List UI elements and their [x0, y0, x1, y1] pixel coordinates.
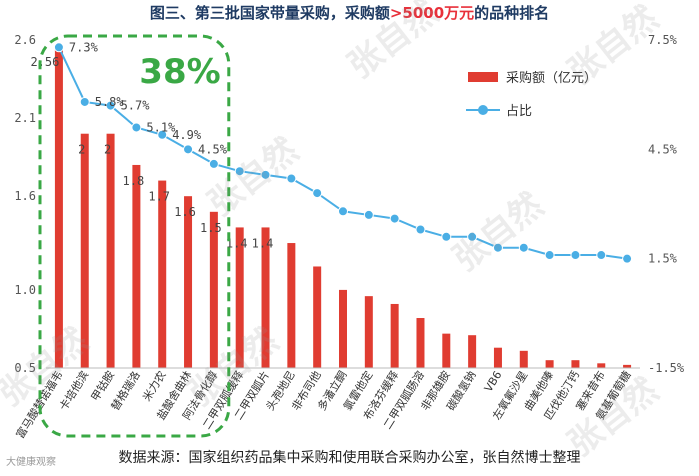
bar [132, 164, 141, 368]
share-point [260, 169, 271, 180]
share-point [105, 100, 116, 111]
bars-layer [54, 46, 632, 368]
title-suffix: 的品种排名 [474, 4, 550, 22]
bar [209, 211, 218, 368]
y-left-tick-label: 0.5 [14, 361, 36, 375]
share-point [312, 188, 323, 199]
share-point [492, 242, 503, 253]
share-point [286, 173, 297, 184]
bar [493, 347, 502, 368]
y-right-tick-label: -1.5% [648, 361, 685, 375]
share-data-label: 5.1% [146, 120, 176, 134]
share-point [441, 231, 452, 242]
bar [339, 289, 347, 368]
bar-data-label: 1.4 [252, 236, 274, 250]
share-data-label: 7.3% [69, 40, 99, 54]
bar [235, 227, 244, 368]
legend-label-bar: 采购额（亿元） [506, 70, 597, 86]
annotation-label: 38% [139, 52, 220, 92]
share-point [544, 250, 555, 261]
share-point [79, 96, 90, 107]
bar [442, 333, 451, 368]
bar [261, 227, 270, 368]
share-point [622, 253, 633, 264]
bar [390, 303, 399, 368]
bar [313, 266, 322, 368]
legend-swatch-bar [468, 72, 498, 82]
chart-title: 图三、第三批国家带量采购，采购额>5000万元的品种排名 [0, 2, 699, 24]
title-prefix: 图三、第三批国家带量采购，采购额 [149, 4, 390, 22]
y-left-tick-label: 2.1 [14, 111, 36, 125]
share-point [596, 250, 607, 261]
bar [571, 360, 580, 368]
title-highlight: >5000万元 [389, 4, 475, 22]
line-layer [53, 42, 633, 264]
y-right-tick-label: 7.5% [648, 33, 678, 47]
y-right-tick-label: 1.5% [648, 252, 678, 266]
bar-data-label: 1.4 [226, 236, 248, 250]
legend-label-line: 占比 [506, 104, 532, 119]
y-left-tick-label: 1.0 [14, 283, 36, 297]
bar [623, 364, 632, 368]
share-data-label: 5.8% [95, 95, 125, 109]
bar [364, 296, 373, 368]
bar [287, 243, 296, 368]
bar [416, 318, 425, 368]
bar [80, 133, 89, 368]
y-left-tick-label: 1.6 [14, 189, 36, 203]
bar-data-label: 1.6 [174, 205, 196, 219]
labels-layer: 7.3% 5.8%5.7% 5.1%4.9%4.5% 2.56 2 2 1.81.7 1.6 1… [30, 40, 273, 250]
bar [184, 196, 193, 368]
bar-data-label: 1.5 [200, 221, 222, 235]
share-point [570, 250, 581, 261]
legend-marker [478, 105, 488, 115]
bar-data-label: 2 [78, 143, 85, 157]
bar-data-label: 1.8 [123, 174, 145, 188]
bar [54, 46, 63, 368]
share-point [208, 158, 219, 169]
share-point [338, 206, 348, 217]
share-data-label: 4.9% [172, 128, 202, 142]
share-point [467, 231, 478, 242]
y-right-tick-label: 4.5% [648, 142, 678, 156]
y-left-tick-label: 2.6 [14, 33, 36, 47]
share-point [415, 224, 426, 235]
bar [106, 133, 115, 368]
share-point [518, 242, 529, 253]
share-data-label: 4.5% [198, 142, 228, 156]
bar [158, 180, 167, 368]
share-point [131, 122, 142, 133]
bar [597, 363, 606, 368]
bar-data-label: 1.7 [148, 190, 170, 204]
share-point [157, 129, 168, 140]
bar-data-label: 2.56 [30, 55, 59, 69]
share-point [234, 166, 245, 177]
bar [519, 350, 528, 368]
category-label: VB6 [482, 369, 505, 395]
share-point [363, 209, 374, 220]
share-point [389, 213, 400, 224]
annotation-box [38, 34, 231, 438]
legend-layer: 采购额（亿元） 占比 [466, 70, 597, 119]
logo-text: 大健康观察 [6, 457, 56, 468]
share-point [53, 42, 64, 53]
bar [468, 335, 477, 368]
annotation-layer: 38% [38, 34, 231, 438]
bar [545, 360, 554, 368]
bar-data-label: 2 [104, 143, 111, 157]
share-point [183, 144, 194, 155]
data-source-footer: 数据来源：国家组织药品集中采购和使用联合采购办公室，张自然博士整理 [118, 450, 581, 466]
share-data-label: 5.7% [121, 99, 151, 113]
